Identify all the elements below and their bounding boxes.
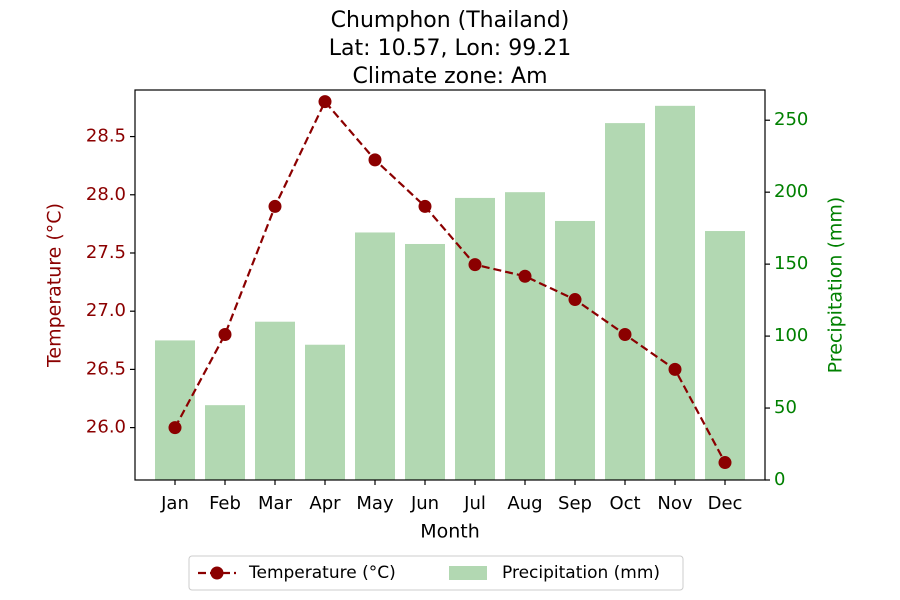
temperature-point-jul (468, 258, 482, 272)
left-axis: 26.0 26.5 27.0 27.5 28.0 28.5 (86, 126, 135, 438)
y-right-tick-label: 250 (774, 109, 808, 130)
temperature-point-nov (668, 362, 682, 376)
precipitation-bar-oct (605, 123, 645, 480)
temperature-line (174, 99, 726, 464)
y-left-tick-label: 26.0 (86, 417, 126, 438)
x-tick-label: Jan (160, 493, 189, 514)
temperature-line-layer (168, 95, 732, 470)
y-left-tick-label: 27.0 (86, 300, 126, 321)
temperature-point-jan (168, 421, 182, 435)
precipitation-bar-aug (505, 192, 545, 480)
legend: Temperature (°C) Precipitation (mm) (188, 555, 684, 591)
right-axis: 0 50 100 150 200 250 (765, 109, 808, 490)
y-left-tick-label: 26.5 (86, 358, 126, 379)
temperature-point-may (368, 153, 382, 167)
temperature-point-dec (718, 456, 732, 470)
temperature-point-apr (318, 95, 332, 109)
precipitation-bar-jul (455, 197, 495, 480)
precipitation-bar-mar (255, 321, 295, 480)
legend-precipitation-label: Precipitation (mm) (502, 563, 660, 583)
chart-title: Chumphon (Thailand) (331, 8, 570, 33)
legend-temperature-marker (210, 566, 224, 580)
y-right-tick-label: 150 (774, 253, 808, 274)
x-tick-label: Mar (258, 493, 293, 514)
temperature-point-sep (568, 293, 582, 307)
y-left-tick-label: 28.5 (86, 126, 126, 147)
precipitation-bar-jan (155, 340, 195, 480)
y-right-tick-label: 0 (774, 469, 785, 490)
x-tick-label: Dec (708, 493, 743, 514)
temperature-point-mar (268, 199, 282, 213)
legend-temperature-label: Temperature (°C) (248, 563, 396, 583)
y-axis-label-right: Precipitation (mm) (825, 197, 847, 374)
temperature-point-oct (618, 327, 632, 341)
x-tick-label: Sep (558, 493, 592, 514)
temperature-point-jun (418, 199, 432, 213)
precipitation-bar-feb (205, 405, 245, 480)
precipitation-bar-jun (405, 243, 445, 480)
precipitation-bar-dec (705, 231, 745, 480)
x-tick-label: Aug (507, 493, 542, 514)
y-left-tick-label: 28.0 (86, 184, 126, 205)
precipitation-bar-sep (555, 220, 595, 480)
y-right-tick-label: 50 (774, 397, 797, 418)
x-tick-label: May (356, 493, 394, 514)
x-tick-label: Jun (410, 493, 439, 514)
precipitation-bar-nov (655, 105, 695, 480)
y-right-tick-label: 200 (774, 181, 808, 202)
legend-precipitation-swatch (449, 566, 487, 580)
y-right-tick-label: 100 (774, 325, 808, 346)
x-axis: Jan Feb Mar Apr May Jun Jul Aug Sep Oct Nov Dec (160, 480, 742, 514)
temperature-point-feb (218, 327, 232, 341)
precipitation-bars (155, 105, 745, 480)
temperature-point-aug (518, 269, 532, 283)
precipitation-bar-apr (305, 344, 345, 480)
x-tick-label: Jul (463, 493, 486, 514)
x-tick-label: Oct (609, 493, 640, 514)
y-left-tick-label: 27.5 (86, 242, 126, 263)
y-axis-label-left: Temperature (°C) (44, 203, 66, 368)
x-tick-label: Feb (209, 493, 241, 514)
chart-subtitle-line-1: Lat: 10.57, Lon: 99.21 (329, 36, 571, 61)
x-axis-label: Month (420, 521, 480, 543)
x-tick-label: Nov (657, 493, 692, 514)
plot-frame (134, 89, 766, 481)
legend-frame (188, 555, 684, 591)
chart-subtitle-line-2: Climate zone: Am (352, 64, 547, 89)
x-tick-label: Apr (309, 493, 341, 514)
precipitation-bar-may (355, 232, 395, 480)
